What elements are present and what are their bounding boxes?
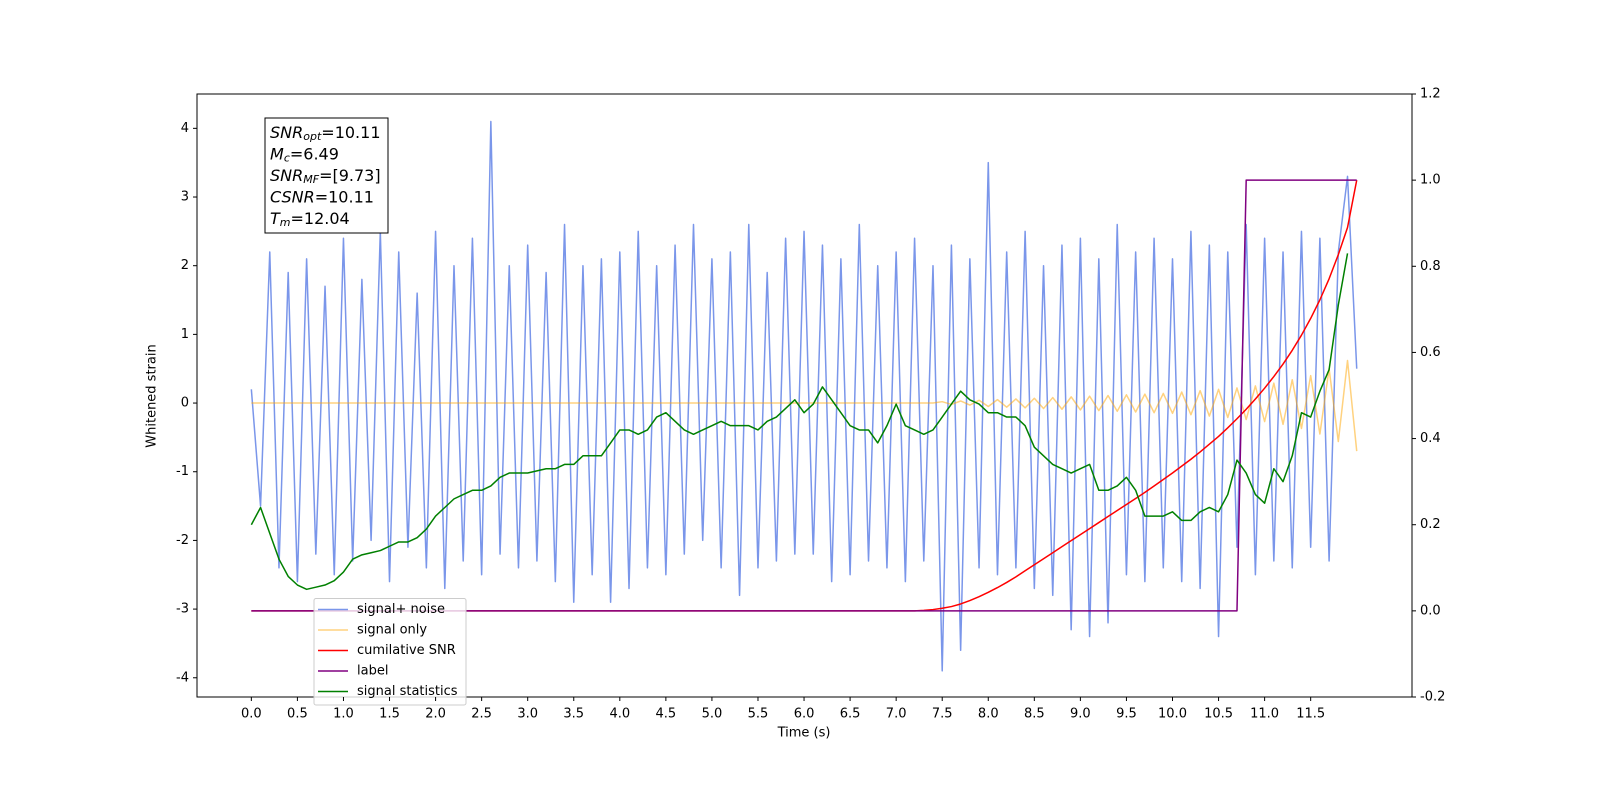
- annotation-symbol: CSNR: [270, 187, 315, 206]
- series-line: [250, 253, 1349, 591]
- annotation-value: =10.11: [321, 123, 380, 142]
- x-tick-label: 0.5: [287, 707, 308, 722]
- y2-tick-label: 1.0: [1420, 173, 1441, 188]
- x-tick-label: 9.0: [1070, 707, 1091, 722]
- annotation-subscript: m: [280, 216, 291, 229]
- y-tick-label: -1: [176, 464, 189, 479]
- annotation-symbol: SNR: [270, 123, 303, 142]
- y-axis-label: Whitened strain: [145, 344, 160, 447]
- annotation-value: =6.49: [290, 144, 339, 163]
- y-tick-label: 2: [181, 258, 189, 273]
- annotation-subscript: MF: [303, 173, 319, 186]
- x-tick-label: 3.5: [563, 707, 584, 722]
- x-tick-label: 2.5: [471, 707, 492, 722]
- y-tick-label: 4: [181, 121, 189, 136]
- x-tick-label: 0.0: [241, 707, 262, 722]
- annotation-symbol: M: [270, 144, 284, 163]
- x-tick-label: 8.0: [978, 707, 999, 722]
- legend-label: signal only: [357, 623, 427, 638]
- y-tick-label: 1: [181, 327, 189, 342]
- x-tick-label: 8.5: [1024, 707, 1045, 722]
- series-line: [251, 359, 1358, 452]
- annotation-line: CSNR=10.11: [270, 187, 374, 206]
- y-tick-label: -2: [176, 533, 189, 548]
- annotation-line: Tm=12.04: [270, 209, 350, 230]
- x-tick-label: 7.0: [886, 707, 907, 722]
- y-tick-label: -4: [176, 670, 189, 685]
- x-tick-label: 3.0: [517, 707, 538, 722]
- x-tick-label: 11.0: [1250, 707, 1279, 722]
- annotation-subscript: c: [284, 152, 290, 165]
- annotation-line: SNRopt=10.11: [270, 123, 381, 144]
- annotation-value: =10.11: [315, 187, 374, 206]
- x-tick-label: 9.5: [1116, 707, 1137, 722]
- y2-tick-label: 0.8: [1420, 259, 1441, 274]
- annotation-line: SNRMF=[9.73]: [270, 166, 381, 187]
- x-tick-label: 5.0: [702, 707, 723, 722]
- annotation-box: SNRopt=10.11Mc=6.49SNRMF=[9.73]CSNR=10.1…: [264, 117, 389, 234]
- annotation-symbol: SNR: [270, 166, 303, 185]
- x-tick-label: 10.5: [1204, 707, 1233, 722]
- series-line: [250, 120, 1358, 672]
- legend-label: label: [357, 664, 388, 679]
- y2-tick-label: 0.2: [1420, 517, 1441, 532]
- x-tick-label: 6.5: [840, 707, 861, 722]
- x-tick-label: 11.5: [1296, 707, 1325, 722]
- y-tick-label: -3: [176, 602, 189, 617]
- y2-tick-label: 0.6: [1420, 345, 1441, 360]
- annotation-subscript: opt: [303, 130, 322, 143]
- x-tick-label: 7.5: [932, 707, 953, 722]
- x-tick-label: 5.5: [748, 707, 769, 722]
- x-tick-label: 6.0: [794, 707, 815, 722]
- annotation-line: Mc=6.49: [270, 144, 339, 165]
- legend-label: cumilative SNR: [357, 643, 456, 658]
- y-tick-label: 0: [181, 396, 189, 411]
- x-axis-label: Time (s): [777, 726, 831, 741]
- x-tick-label: 4.5: [656, 707, 677, 722]
- y-tick-label: 3: [181, 190, 189, 205]
- y2-tick-label: -0.2: [1420, 690, 1445, 705]
- y2-tick-label: 1.2: [1420, 87, 1441, 102]
- x-tick-label: 1.5: [379, 707, 400, 722]
- x-tick-label: 10.0: [1158, 707, 1187, 722]
- x-tick-label: 4.0: [609, 707, 630, 722]
- annotation-symbol: T: [270, 209, 281, 228]
- annotation-frame: [264, 117, 389, 234]
- legend-frame: [313, 598, 467, 706]
- legend-label: signal+ noise: [357, 602, 445, 617]
- legend: signal+ noise signal only cumilative SNR la…: [313, 598, 467, 706]
- annotation-value: =12.04: [291, 209, 350, 228]
- y2-tick-label: 0.4: [1420, 431, 1441, 446]
- legend-label: signal statistics: [357, 684, 458, 699]
- x-tick-label: 2.0: [425, 707, 446, 722]
- annotation-value: =[9.73]: [319, 166, 381, 185]
- x-tick-label: 1.0: [333, 707, 354, 722]
- y2-tick-label: 0.0: [1420, 603, 1441, 618]
